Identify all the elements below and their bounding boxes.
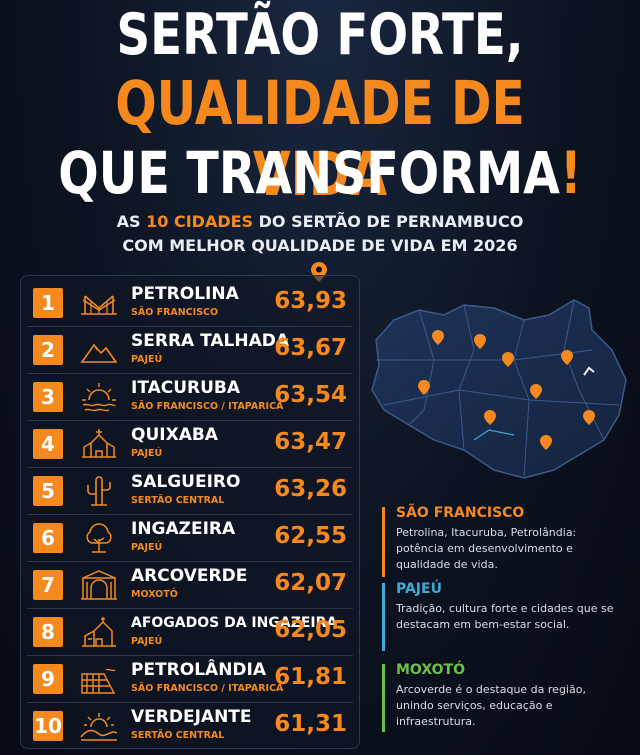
legend-text: Arcoverde é o destaque da região, unindo…	[396, 683, 586, 728]
city-score: 61,81	[274, 664, 347, 690]
city-name: QUIXABA	[131, 425, 218, 445]
subtitle-line-2: COM MELHOR QUALIDADE DE VIDA EM 2026	[122, 236, 518, 255]
tree-icon	[79, 521, 119, 555]
city-region: PAJEÚ	[131, 354, 163, 365]
rank-badge: 5	[33, 476, 63, 506]
rank-badge: 9	[33, 664, 63, 694]
legend-text: Petrolina, Itacuruba, Petrolândia: potên…	[396, 526, 577, 571]
city-score: 62,55	[274, 523, 347, 549]
city-score: 62,05	[274, 617, 347, 643]
church-icon	[79, 427, 119, 461]
headline-line-3: QUE TRANSFORMA!	[58, 139, 583, 207]
legend-pajeu: PAJEÚ Tradição, cultura forte e cidades …	[382, 581, 632, 651]
ranking-row: 8 AFOGADOS DA INGAZEIRA PAJEÚ 62,05	[27, 609, 353, 656]
city-score: 63,93	[274, 288, 347, 314]
city-region: PAJEÚ	[131, 636, 163, 647]
city-name: VERDEJANTE	[131, 707, 252, 727]
headline-line-2: QUALIDADE DE VIDA	[115, 68, 525, 210]
rank-badge: 3	[33, 382, 63, 412]
legend-title: SÃO FRANCISCO	[396, 505, 525, 521]
legend-bar	[382, 583, 385, 651]
subtitle-line-1: AS 10 CIDADES DO SERTÃO DE PERNAMBUCO	[0, 212, 640, 231]
legend-title: PAJEÚ	[396, 581, 442, 597]
ranking-list: 1 PETROLINA SÃO FRANCISCO 63,93 2 SERRA TALHA…	[20, 275, 360, 749]
rank-badge: 4	[33, 429, 63, 459]
rank-badge: 8	[33, 617, 63, 647]
rank-badge: 1	[33, 288, 63, 318]
ranking-row: 7 ARCOVERDE MOXOTÓ 62,07	[27, 562, 353, 609]
map-pin-5	[418, 380, 430, 395]
bridge-icon	[79, 286, 119, 320]
sunset-water-icon	[79, 380, 119, 414]
ranking-row: 4 QUIXABA PAJEÚ 63,47	[27, 421, 353, 468]
city-score: 63,26	[274, 476, 347, 502]
city-score: 63,47	[274, 429, 347, 455]
city-region: SÃO FRANCISCO / ITAPARICA	[131, 683, 284, 694]
mountain-icon	[79, 333, 119, 367]
legend-moxoto: MOXOTÓ Arcoverde é o destaque da região,…	[382, 662, 632, 732]
city-region: SERTÃO CENTRAL	[131, 495, 225, 506]
headline-line-3-text: QUE TRANSFORMA	[58, 139, 561, 207]
city-region: PAJEÚ	[131, 542, 163, 553]
map-pin-3	[502, 352, 514, 367]
city-region: MOXOTÓ	[131, 589, 178, 600]
city-score: 63,54	[274, 382, 347, 408]
map-pin-2	[474, 334, 486, 349]
map-pin-8	[583, 410, 595, 425]
dam-icon	[79, 662, 119, 696]
headline-exclamation: !	[560, 139, 582, 207]
city-score: 61,31	[274, 711, 347, 737]
rank-badge: 6	[33, 523, 63, 553]
legend-sao-francisco: SÃO FRANCISCO Petrolina, Itacuruba, Petr…	[382, 505, 632, 580]
subtitle-pre: AS	[116, 212, 147, 231]
city-name: PETROLINA	[131, 284, 239, 304]
map-pin-6	[530, 384, 542, 399]
rank-badge: 2	[33, 335, 63, 365]
city-region: PAJEÚ	[131, 448, 163, 459]
city-region: SÃO FRANCISCO	[131, 307, 219, 318]
map-pin-4	[561, 350, 573, 365]
city-name: PETROLÂNDIA	[131, 660, 267, 680]
legend-text: Tradição, cultura forte e cidades que se…	[396, 602, 614, 631]
chapel-icon	[79, 615, 119, 649]
arch-icon	[79, 568, 119, 602]
map-outline	[371, 299, 627, 479]
city-name: INGAZEIRA	[131, 519, 236, 539]
city-score: 63,67	[274, 335, 347, 361]
ranking-row: 1 PETROLINA SÃO FRANCISCO 63,93	[27, 280, 353, 327]
legend-bar	[382, 664, 385, 732]
map-pin-1	[432, 330, 444, 345]
ranking-row: 5 SALGUEIRO SERTÃO CENTRAL 63,26	[27, 468, 353, 515]
subtitle-highlight: 10 CIDADES	[146, 212, 254, 231]
city-name: SALGUEIRO	[131, 472, 241, 492]
rank-badge: 7	[33, 570, 63, 600]
city-name: ITACURUBA	[131, 378, 241, 398]
ranking-row: 6 INGAZEIRA PAJEÚ 62,55	[27, 515, 353, 562]
map-pin-7	[484, 410, 496, 425]
cactus-icon	[79, 474, 119, 508]
legend-title: MOXOTÓ	[396, 662, 465, 678]
map-pin-9	[540, 435, 552, 450]
rank-badge: 10	[33, 711, 63, 741]
city-region: SÃO FRANCISCO / ITAPARICA	[131, 401, 284, 412]
subtitle-post: DO SERTÃO DE PERNAMBUCO	[253, 212, 524, 231]
headline-line-1: SERTÃO FORTE,	[116, 2, 524, 68]
ranking-row: 2 SERRA TALHADA PAJEÚ 63,67	[27, 327, 353, 374]
city-region: SERTÃO CENTRAL	[131, 730, 225, 741]
ranking-row: 3 ITACURUBA SÃO FRANCISCO / ITAPARICA 63,54	[27, 374, 353, 421]
city-score: 62,07	[274, 570, 347, 596]
sertao-map	[371, 299, 627, 479]
legend-bar	[382, 507, 385, 577]
ranking-row: 10 VERDEJANTE SERTÃO CENTRAL 61,31	[27, 703, 353, 749]
city-name: ARCOVERDE	[131, 566, 248, 586]
ranking-row: 9 PETROLÂNDIA SÃO FRANCISCO / ITAPARICA 61,…	[27, 656, 353, 703]
city-name: SERRA TALHADA	[131, 331, 290, 351]
city-name: AFOGADOS DA INGAZEIRA	[131, 615, 338, 631]
sun-hills-icon	[79, 709, 119, 743]
